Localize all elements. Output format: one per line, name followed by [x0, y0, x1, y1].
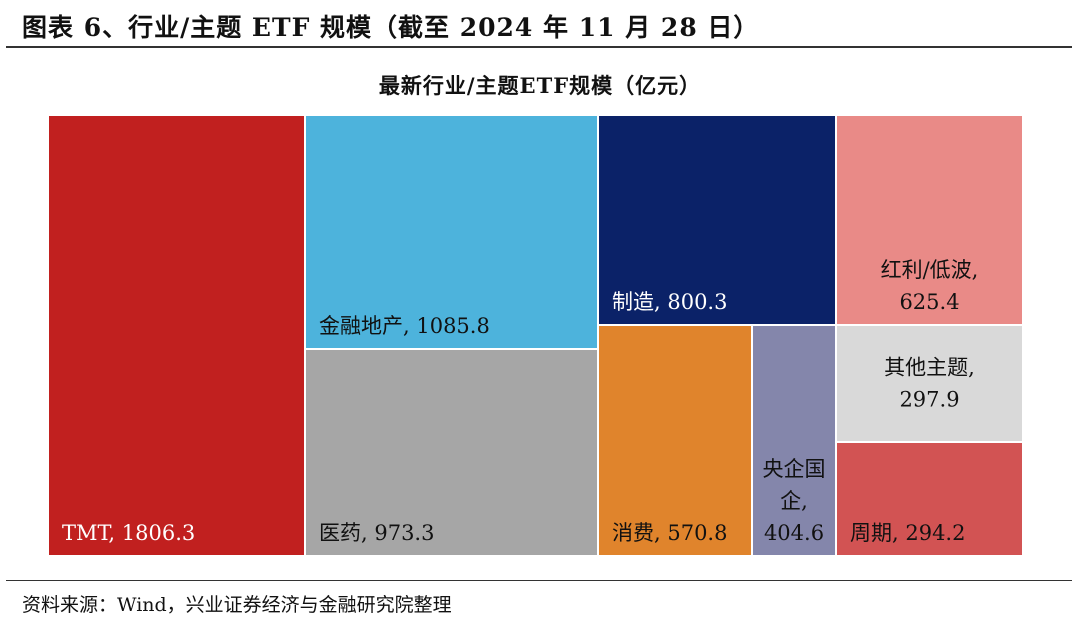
treemap-tile [753, 326, 835, 555]
source-note: 资料来源：Wind，兴业证券经济与金融研究院整理 [22, 594, 452, 616]
treemap-tile [599, 326, 751, 555]
chart-title: 最新行业/主题ETF规模（亿元） [378, 73, 702, 98]
treemap-tile [837, 443, 1022, 555]
treemap-label: 其他主题, 297.9 [884, 356, 975, 412]
treemap-label: 医药, 973.3 [319, 521, 434, 545]
treemap-label: 金融地产, 1085.8 [319, 314, 490, 338]
treemap-tile [599, 116, 835, 324]
treemap-label: 消费, 570.8 [612, 521, 727, 545]
bottom-rule [6, 580, 1072, 581]
treemap-label: 周期, 294.2 [850, 521, 965, 545]
treemap-tile [49, 116, 304, 555]
treemap-tile [837, 116, 1022, 324]
treemap-tile [306, 350, 597, 555]
treemap-tile [306, 116, 597, 348]
treemap-label: 央企国企, 404.6 [763, 457, 826, 545]
top-rule [6, 46, 1072, 48]
treemap-label: TMT, 1806.3 [62, 521, 195, 545]
treemap-label: 制造, 800.3 [612, 290, 727, 314]
figure-title: 图表 6、行业/主题 ETF 规模（截至 2024 年 11 月 28 日） [22, 13, 760, 42]
treemap-label: 红利/低波, 625.4 [881, 258, 979, 314]
treemap-tile [837, 326, 1022, 441]
